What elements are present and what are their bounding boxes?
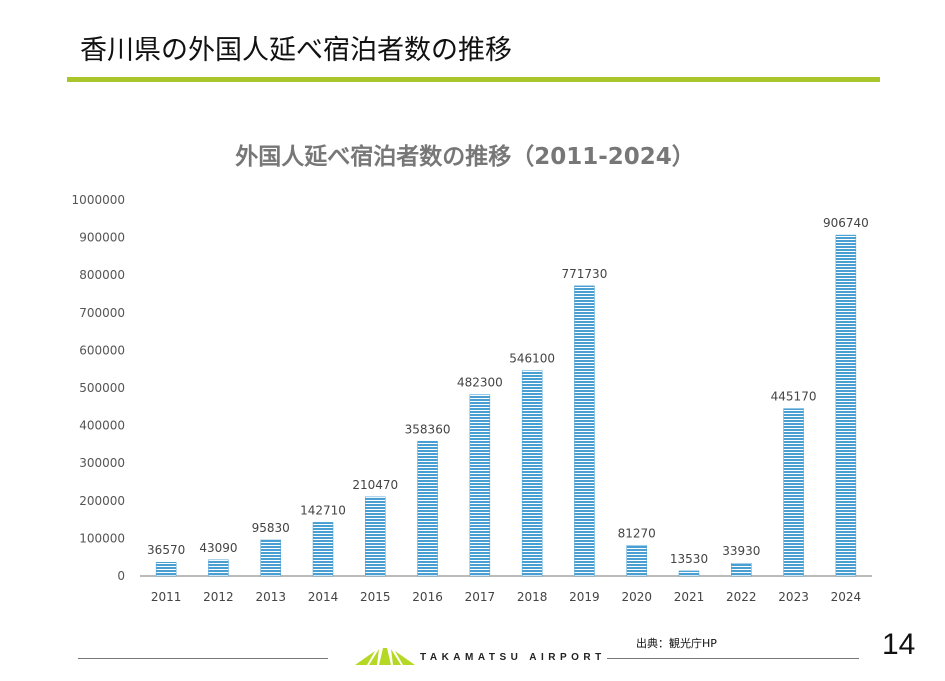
bar-2019 — [574, 285, 595, 577]
x-tick-label: 2018 — [517, 590, 548, 604]
data-label: 33930 — [722, 544, 760, 558]
bar-2018 — [521, 370, 543, 577]
airport-logo-icon — [355, 648, 415, 665]
x-tick-label: 2021 — [674, 590, 705, 604]
y-tick-label: 1000000 — [72, 193, 125, 207]
data-label: 445170 — [771, 390, 817, 404]
y-tick-label: 400000 — [79, 419, 125, 433]
title-underline — [67, 77, 880, 82]
x-tick-label: 2023 — [778, 590, 809, 604]
footer-line-left — [78, 658, 328, 659]
x-tick-label: 2013 — [255, 590, 286, 604]
bar-chart: 外国人延べ宿泊者数の推移（2011-2024） 0 100000 200000 300… — [72, 143, 872, 604]
page-number: 14 — [882, 628, 916, 661]
x-tick-label: 2014 — [308, 590, 339, 604]
data-label: 81270 — [618, 526, 656, 540]
bar-2011 — [155, 561, 177, 577]
data-label: 142710 — [300, 503, 346, 517]
bar-2016 — [417, 441, 438, 577]
bar-2014 — [312, 522, 334, 577]
x-tick-label: 2015 — [360, 590, 391, 604]
source-note: 出典：観光庁HP — [636, 637, 717, 650]
x-tick-label: 2012 — [203, 590, 234, 604]
logo-text: TAKAMATSU AIRPORT — [420, 652, 606, 663]
x-tick-label: 2019 — [569, 590, 600, 604]
bar-2012 — [208, 559, 229, 577]
x-tick-label: 2024 — [831, 590, 862, 604]
footer-line-right — [607, 658, 859, 659]
x-tick-label: 2016 — [412, 590, 443, 604]
y-tick-label: 300000 — [79, 456, 125, 470]
data-label: 43090 — [199, 541, 237, 555]
y-tick-label: 500000 — [79, 381, 125, 395]
bar-2021 — [678, 570, 700, 577]
data-label: 36570 — [147, 543, 185, 557]
data-label: 95830 — [252, 521, 290, 535]
bar-2015 — [365, 496, 386, 577]
data-label: 771730 — [562, 267, 608, 281]
data-label: 358360 — [405, 422, 451, 436]
x-tick-label: 2020 — [621, 590, 652, 604]
y-tick-label: 200000 — [79, 494, 125, 508]
bar-2024 — [835, 234, 857, 577]
chart-title: 外国人延べ宿泊者数の推移（2011-2024） — [235, 143, 695, 170]
y-tick-label: 600000 — [79, 343, 125, 357]
data-label: 482300 — [457, 376, 503, 390]
bar-2023 — [783, 408, 804, 577]
y-tick-label: 100000 — [79, 531, 125, 545]
data-label: 546100 — [509, 352, 555, 366]
bar-2013 — [260, 539, 281, 577]
y-tick-label: 800000 — [79, 268, 125, 282]
y-tick-label: 900000 — [79, 231, 125, 245]
data-label: 210470 — [352, 478, 398, 492]
x-tick-label: 2017 — [465, 590, 496, 604]
bar-2017 — [469, 394, 491, 577]
y-tick-label: 700000 — [79, 306, 125, 320]
data-label: 906740 — [823, 216, 869, 230]
data-label: 13530 — [670, 552, 708, 566]
x-tick-label: 2022 — [726, 590, 757, 604]
y-tick-label: 0 — [117, 569, 125, 583]
bar-2022 — [731, 562, 752, 577]
x-tick-label: 2011 — [151, 590, 182, 604]
slide-title: 香川県の外国人延べ宿泊者数の推移 — [80, 35, 512, 66]
bar-2020 — [626, 545, 647, 577]
